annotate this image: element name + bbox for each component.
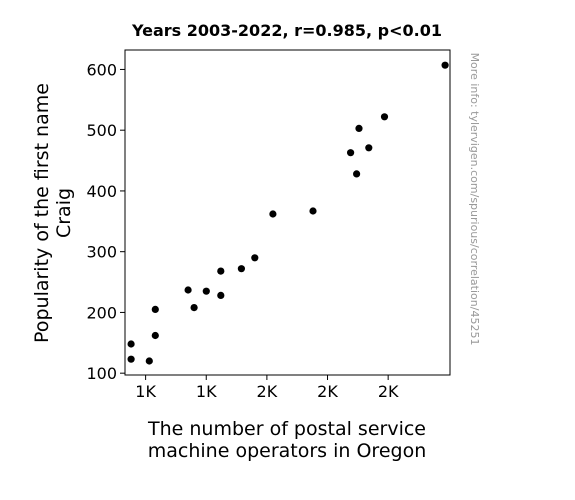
- data-point: [202, 287, 210, 295]
- y-tick-label: 600: [86, 60, 117, 79]
- y-tick-label: 500: [86, 121, 117, 140]
- x-axis-ticks: 1K 1K 2K 2K 2K: [135, 375, 399, 401]
- data-point: [441, 61, 449, 69]
- data-point: [127, 355, 135, 363]
- x-tick-label: 1K: [196, 382, 217, 401]
- x-tick-label: 2K: [378, 382, 399, 401]
- data-point: [269, 210, 277, 218]
- x-axis-label-line-2: machine operators in Oregon: [148, 440, 426, 462]
- plot-frame: [124, 49, 451, 376]
- x-tick-label: 1K: [135, 382, 156, 401]
- data-point: [353, 170, 361, 178]
- data-point: [347, 149, 355, 157]
- data-point: [217, 267, 225, 275]
- y-axis-label-line-2: Craig: [53, 188, 75, 238]
- x-tick-label: 2K: [257, 382, 278, 401]
- y-axis-label-line-1: Popularity of the first name: [31, 83, 53, 343]
- data-point: [365, 144, 373, 152]
- y-tick-label: 200: [86, 303, 117, 322]
- y-tick-label: 300: [86, 243, 117, 262]
- x-axis-label-line-1: The number of postal service: [147, 418, 426, 440]
- source-credit: More info: tylervigen.com/spurious/corre…: [468, 53, 481, 346]
- x-tick-label: 2K: [317, 382, 338, 401]
- data-point: [127, 340, 135, 348]
- data-point: [251, 254, 259, 262]
- data-point: [151, 331, 159, 340]
- data-point: [380, 113, 389, 121]
- data-points: [127, 61, 449, 365]
- data-point: [355, 124, 363, 132]
- data-point: [217, 291, 225, 299]
- data-point: [237, 265, 245, 273]
- data-point: [184, 286, 192, 294]
- y-tick-label: 100: [86, 364, 117, 383]
- y-axis-ticks: 100 200 300 400 500 600: [86, 60, 125, 383]
- data-point: [190, 304, 198, 312]
- chart-title: Years 2003-2022, r=0.985, p<0.01: [131, 21, 442, 40]
- data-point: [309, 207, 317, 215]
- y-tick-label: 400: [86, 182, 117, 201]
- data-point: [151, 305, 159, 313]
- data-point: [145, 357, 153, 365]
